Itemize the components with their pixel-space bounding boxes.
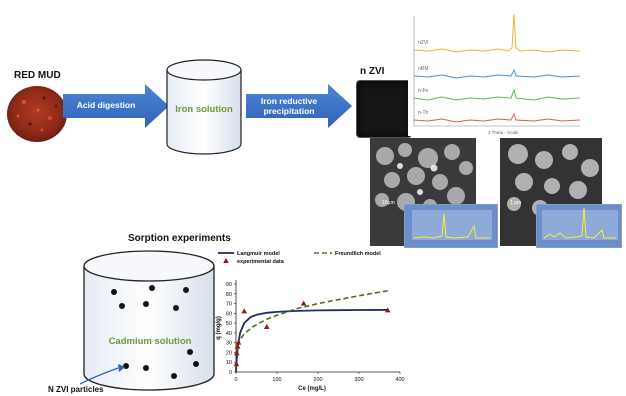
particle <box>111 289 117 295</box>
y-axis-label: q (mg/g) <box>216 316 222 340</box>
x-tick-label: 400 <box>395 377 404 383</box>
xrd-label-nfe: n-Fe <box>418 88 429 94</box>
xrd-axis-label: 2 Theta - Scale <box>488 130 519 135</box>
y-tick-label: 40 <box>226 331 232 337</box>
y-tick-label: 0 <box>229 370 232 376</box>
nzvi-particles-label: N ZVI particles <box>48 385 104 394</box>
data-point <box>233 361 240 367</box>
particle <box>171 373 177 379</box>
xrd-trace-nrm <box>413 68 581 79</box>
xrd-trace-nfe <box>413 88 581 101</box>
acid-digestion-arrow <box>63 84 169 128</box>
y-tick-label: 50 <box>226 321 232 327</box>
particle <box>119 303 125 309</box>
x-tick-label: 200 <box>313 377 322 383</box>
y-tick-label: 70 <box>226 302 232 308</box>
data-point <box>241 308 247 314</box>
data-point <box>235 339 242 345</box>
iron-solution-cylinder <box>166 59 242 155</box>
y-tick-label: 90 <box>226 282 232 288</box>
xrd-label-nrm: nRM <box>418 66 429 72</box>
data-point <box>234 343 241 349</box>
nzvi-label: n ZVI <box>360 66 385 77</box>
y-tick-label: 10 <box>226 360 232 366</box>
particle <box>183 287 189 293</box>
legend-experimental-label: experimental data <box>237 259 285 265</box>
y-tick-label: 60 <box>226 311 232 317</box>
y-tick-label: 80 <box>226 292 232 298</box>
cadmium-solution-cylinder <box>83 250 215 391</box>
xrd-trace-nzvi <box>413 13 581 53</box>
legend-langmuir-label: Langmuir model <box>237 251 280 257</box>
iron-precipitation-label: Iron reductive precipitation <box>260 96 318 116</box>
xrd-label-nth: n-Th <box>418 110 429 116</box>
acid-digestion-label: Acid digestion <box>76 100 136 110</box>
x-tick-label: 100 <box>272 377 281 383</box>
iron-solution-label: Iron solution <box>175 104 233 115</box>
red-mud-pile-image <box>7 86 67 142</box>
eds-spectrum-right <box>536 204 622 248</box>
data-point <box>234 350 240 356</box>
legend-experimental-swatch <box>223 258 229 263</box>
x-tick-label: 300 <box>354 377 363 383</box>
particle <box>193 361 199 367</box>
particle <box>187 349 193 355</box>
particle <box>143 365 149 371</box>
sem-scale-left: 10μm <box>382 200 395 206</box>
particle <box>149 285 155 291</box>
freundlich-curve <box>235 290 388 354</box>
langmuir-curve <box>235 309 388 373</box>
cadmium-solution-label: Cadmium solution <box>108 336 192 347</box>
eds-spectrum-left <box>404 204 498 248</box>
particle <box>123 363 129 369</box>
y-tick-label: 20 <box>226 350 232 356</box>
legend-freundlich-label: Freundlich model <box>335 251 381 257</box>
y-tick-label: 30 <box>226 341 232 347</box>
nzvi-powder-image <box>356 80 412 138</box>
isotherm-chart: 0 10 20 30 40 50 60 70 80 90 0 100 200 300 400 Ce (mg/L… <box>216 251 405 392</box>
data-point <box>263 324 270 330</box>
xrd-label-nzvi: nZVI <box>418 40 429 46</box>
sem-scale-right: 1 μm <box>510 200 521 206</box>
particle <box>143 301 149 307</box>
xrd-trace-nth <box>413 112 581 123</box>
particle <box>173 305 179 311</box>
x-axis-label: Ce (mg/L) <box>298 386 326 392</box>
iron-precipitation-arrow <box>246 84 352 128</box>
red-mud-label: RED MUD <box>14 70 61 81</box>
data-point <box>300 300 307 306</box>
data-point <box>384 307 391 313</box>
xrd-spectra-panel: nZVI nRM n-Fe n-Th 2 Theta - Scale <box>408 10 584 136</box>
sorption-title: Sorption experiments <box>128 233 231 244</box>
particles-pointer-arrow <box>79 364 125 385</box>
x-tick-label: 0 <box>234 377 237 383</box>
